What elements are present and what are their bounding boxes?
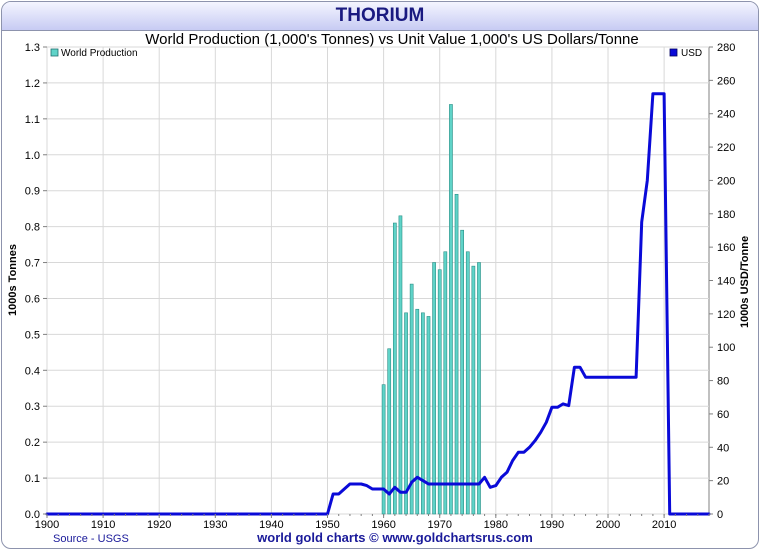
- x-tick-label: 1980: [484, 519, 508, 531]
- y-right-tick-label: 0: [717, 509, 723, 521]
- y-right-tick-label: 240: [717, 109, 735, 121]
- y-right-tick-label: 180: [717, 209, 735, 221]
- y-left-tick-label: 1.1: [25, 114, 40, 126]
- x-tick-label: 1920: [147, 519, 171, 531]
- production-bar: [454, 193, 459, 515]
- y-right-tick-label: 200: [717, 175, 735, 187]
- x-tick-label: 1970: [427, 519, 451, 531]
- production-bar: [392, 222, 397, 515]
- y-right-tick-label: 120: [717, 309, 735, 321]
- y-left-tick-label: 0.9: [25, 186, 40, 198]
- x-tick-label: 1950: [315, 519, 339, 531]
- x-tick-label: 1900: [35, 519, 59, 531]
- y-right-tick-label: 260: [717, 75, 735, 87]
- y-left-tick-label: 1.0: [25, 150, 40, 162]
- y-left-tick-label: 1.3: [25, 42, 40, 54]
- production-bar: [471, 265, 476, 515]
- y-right-tick-label: 280: [717, 42, 735, 54]
- gridlines: [46, 46, 709, 515]
- production-bar: [409, 283, 414, 515]
- x-tick-label: 1930: [203, 519, 227, 531]
- production-bar: [460, 229, 464, 515]
- x-tick-label: 1940: [259, 519, 283, 531]
- y-left-tick-label: 0.8: [25, 222, 40, 234]
- y-right-tick-label: 220: [717, 142, 735, 154]
- y-right-tick-label: 60: [717, 409, 729, 421]
- usd-line-layer: [45, 92, 711, 516]
- y-left-tick-label: 0.1: [25, 473, 40, 485]
- title-banner: THORIUM: [2, 2, 758, 31]
- legend-production: World Production: [50, 48, 138, 59]
- x-tick-label: 2010: [652, 519, 676, 531]
- y-right-tick-label: 40: [717, 442, 729, 454]
- x-tick-label: 1990: [540, 519, 564, 531]
- y-left-tick-label: 1.2: [25, 78, 40, 90]
- y-right-tick-label: 160: [717, 242, 735, 254]
- production-bar: [398, 215, 403, 515]
- production-bar: [465, 251, 470, 515]
- y-left-tick-label: 0.3: [25, 401, 40, 413]
- y-right-tick-label: 140: [717, 276, 735, 288]
- production-bar: [437, 269, 442, 515]
- legend-production-swatch: [50, 48, 59, 57]
- x-tick-label: 1910: [91, 519, 115, 531]
- y-left-tick-label: 0.5: [25, 329, 40, 341]
- legend-usd-swatch: [669, 48, 678, 57]
- y-axis-left-label: 1000s Tonnes: [7, 244, 19, 316]
- y-axis-right-label: 1000s USD/Tonne: [739, 236, 751, 328]
- y-right-tick-label: 20: [717, 476, 729, 488]
- legend-usd: USD: [669, 48, 702, 59]
- y-left-tick-label: 0.6: [25, 293, 40, 305]
- usd-line: [45, 92, 711, 516]
- y-left-tick-label: 0.2: [25, 437, 40, 449]
- production-bar: [404, 312, 408, 515]
- y-right-tick-label: 80: [717, 376, 729, 388]
- y-left-tick-label: 0.4: [25, 365, 40, 377]
- x-tick-label: 1960: [371, 519, 395, 531]
- axes: 1900 1910 1920 1930 1940 1950 1960 1970 1980 1990…: [25, 42, 736, 531]
- y-right-tick-label: 100: [717, 342, 735, 354]
- production-bar: [449, 104, 453, 515]
- production-bar: [432, 262, 436, 515]
- y-left-tick-label: 0.0: [25, 509, 40, 521]
- production-bar: [443, 251, 448, 515]
- chart-subtitle: World Production (1,000's Tonnes) vs Uni…: [145, 31, 638, 48]
- production-bar: [415, 308, 420, 515]
- production-bar: [421, 312, 425, 515]
- source-label: Source - USGS: [53, 533, 129, 545]
- plot-area: [46, 46, 710, 515]
- production-bar: [477, 262, 481, 515]
- footer-credit: world gold charts © www.goldchartsrus.co…: [256, 530, 533, 545]
- x-tick-label: 2000: [596, 519, 620, 531]
- y-left-tick-label: 0.7: [25, 258, 40, 270]
- chart-title: THORIUM: [335, 5, 425, 26]
- production-bar: [387, 348, 392, 515]
- legend-usd-label: USD: [681, 48, 702, 59]
- legend-production-label: World Production: [61, 48, 138, 59]
- production-bar: [381, 384, 386, 515]
